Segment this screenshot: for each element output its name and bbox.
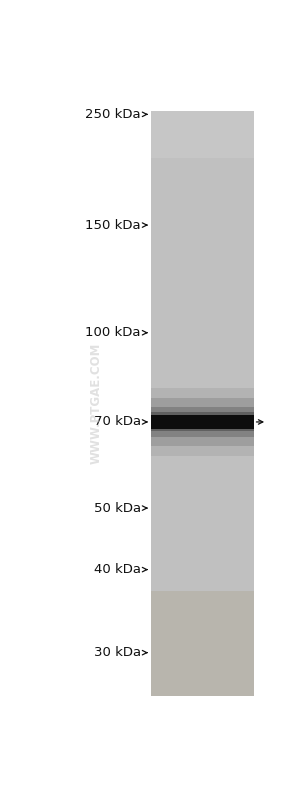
Text: 250 kDa: 250 kDa (85, 108, 141, 121)
Text: 100 kDa: 100 kDa (86, 326, 141, 340)
Bar (151, 415, 254, 429)
Bar (151, 590, 254, 696)
Bar (151, 407, 254, 437)
Text: 150 kDa: 150 kDa (85, 219, 141, 232)
Bar (151, 398, 254, 446)
Bar (151, 111, 254, 696)
Bar (151, 388, 254, 455)
Bar (151, 412, 254, 431)
Text: 40 kDa: 40 kDa (94, 563, 141, 576)
Text: 70 kDa: 70 kDa (94, 415, 141, 428)
Text: WWW.PTGAE.COM: WWW.PTGAE.COM (90, 343, 103, 464)
Bar (151, 111, 254, 158)
Text: 50 kDa: 50 kDa (94, 502, 141, 515)
Text: 30 kDa: 30 kDa (94, 646, 141, 659)
